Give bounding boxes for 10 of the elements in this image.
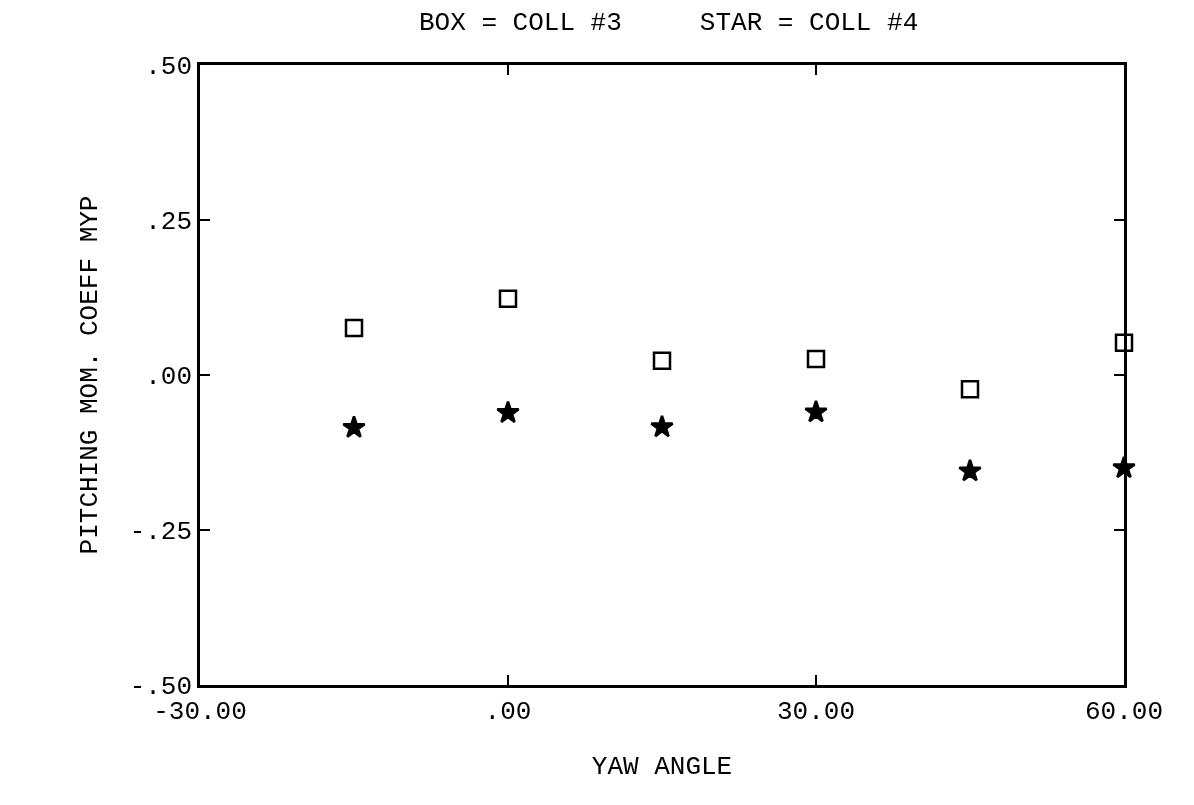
chart-title: BOX = COLL #3 STAR = COLL #4 bbox=[419, 8, 919, 39]
y-tick-label: -.25 bbox=[129, 517, 193, 548]
y-tick-label: .50 bbox=[145, 52, 193, 83]
x-axis-title: YAW ANGLE bbox=[591, 751, 733, 782]
x-tick-label: 60.00 bbox=[1084, 696, 1164, 727]
x-tick-label: .00 bbox=[484, 696, 532, 727]
y-axis-title: PITCHING MOM. COEFF MYP bbox=[75, 195, 106, 555]
y-tick-label: .00 bbox=[145, 362, 193, 393]
x-tick-label: 30.00 bbox=[776, 696, 856, 727]
y-tick-label: .25 bbox=[145, 207, 193, 238]
